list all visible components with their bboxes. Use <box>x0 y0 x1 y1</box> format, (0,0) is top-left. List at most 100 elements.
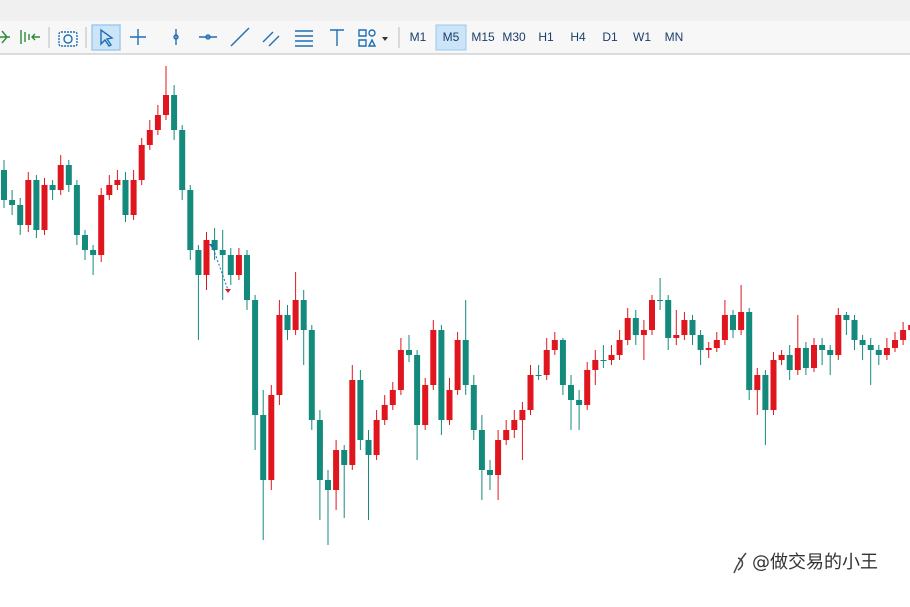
candle-body <box>786 355 793 370</box>
candle-body <box>843 315 850 320</box>
candle-body <box>592 360 599 370</box>
candle-body <box>211 240 218 250</box>
timeframe-button[interactable]: D1 <box>602 30 618 44</box>
candle-body <box>9 200 16 205</box>
candle-body <box>487 470 493 475</box>
candle-body <box>316 420 323 480</box>
timeframe-button[interactable]: M15 <box>471 30 495 44</box>
timeframe-buttons: M1 M5 M15 M30 H1 H4 D1 W1 MN <box>410 24 684 51</box>
candle-body <box>770 360 777 410</box>
candle-body <box>163 95 169 115</box>
candle-body <box>195 250 202 275</box>
icon-text[interactable] <box>330 29 344 46</box>
candle-body <box>721 315 728 340</box>
candle-body <box>600 360 607 361</box>
candle-body <box>883 348 890 355</box>
icon-channel[interactable] <box>262 31 280 47</box>
icon-crosshair[interactable] <box>130 29 146 45</box>
candle-body <box>794 348 801 370</box>
candle-body <box>616 340 623 355</box>
candle-body <box>146 130 153 145</box>
candle-body <box>746 312 753 390</box>
candle-body <box>219 250 226 255</box>
top-strip <box>0 0 910 21</box>
timeframe-button[interactable]: MN <box>665 30 684 44</box>
candle-body <box>325 480 331 490</box>
candle-body <box>762 375 769 410</box>
candle-body <box>260 415 267 480</box>
candle-body <box>235 255 242 275</box>
icon-shapes[interactable] <box>358 29 377 47</box>
timeframe-button[interactable]: H1 <box>538 30 554 44</box>
candle-body <box>835 315 842 355</box>
candle-body <box>106 185 113 195</box>
candle-body <box>227 255 234 275</box>
candle-body <box>900 330 907 340</box>
candle-body <box>122 180 129 215</box>
timeframe-button[interactable]: M30 <box>502 30 526 44</box>
timeframe-button[interactable]: M5 <box>443 30 460 44</box>
candle-body <box>1 170 7 200</box>
active-timeframe[interactable] <box>435 24 467 51</box>
candle-body <box>867 345 874 350</box>
candle-body <box>673 335 680 338</box>
candle-body <box>446 390 453 420</box>
candle-body <box>17 205 24 225</box>
candle-body <box>73 185 80 235</box>
candle-body <box>875 350 882 355</box>
icon-trendline[interactable] <box>230 27 250 47</box>
watermark: @做交易的小王 <box>733 552 878 574</box>
candle-body <box>90 250 97 255</box>
candle-body <box>203 240 210 275</box>
tool-icons <box>0 24 400 51</box>
trade-marker <box>209 244 231 293</box>
candle-body <box>584 370 591 405</box>
candle-body <box>422 385 429 425</box>
active-tool[interactable] <box>91 24 121 51</box>
candle-body <box>357 380 364 440</box>
candle-body <box>649 300 655 330</box>
candles <box>1 66 910 545</box>
candle-body <box>851 320 858 340</box>
timeframe-button[interactable]: M1 <box>410 30 427 44</box>
candle-body <box>300 300 307 330</box>
candle-body <box>657 300 664 301</box>
candle-body <box>827 350 834 355</box>
candle-body <box>511 420 518 430</box>
candle-body <box>681 320 688 335</box>
candle-body <box>632 318 639 335</box>
candle-body <box>738 312 745 330</box>
candle-body <box>859 340 866 345</box>
candle-body <box>454 340 461 390</box>
icon-screenshot[interactable] <box>58 31 78 47</box>
candle-body <box>908 325 910 330</box>
icon-lens <box>63 34 73 44</box>
icon-vline-dot <box>173 34 179 40</box>
candle-body <box>608 355 615 360</box>
candle-body <box>406 350 412 355</box>
candle-body <box>535 375 542 376</box>
candle-body <box>138 145 145 180</box>
candle-body <box>114 180 121 185</box>
icon-cursor <box>100 28 114 47</box>
candle-body <box>276 315 283 395</box>
candle-body <box>41 185 48 230</box>
timeframe-button[interactable]: W1 <box>633 30 651 44</box>
candle-body <box>689 320 696 335</box>
icon-fibo[interactable] <box>295 30 313 47</box>
candle-body <box>252 300 259 415</box>
timeframe-button[interactable]: H4 <box>570 30 586 44</box>
candle-body <box>640 330 647 335</box>
candle-body <box>462 340 469 385</box>
dropdown-arrow[interactable] <box>382 37 388 41</box>
candle-body <box>25 180 32 225</box>
candle-body <box>33 180 40 230</box>
candle-body <box>187 190 194 250</box>
candle-body <box>171 95 178 130</box>
candle-body <box>65 165 72 185</box>
candle-body <box>559 340 566 385</box>
candle-body <box>697 335 704 350</box>
candle-body <box>705 348 712 350</box>
candle-body <box>713 340 720 348</box>
